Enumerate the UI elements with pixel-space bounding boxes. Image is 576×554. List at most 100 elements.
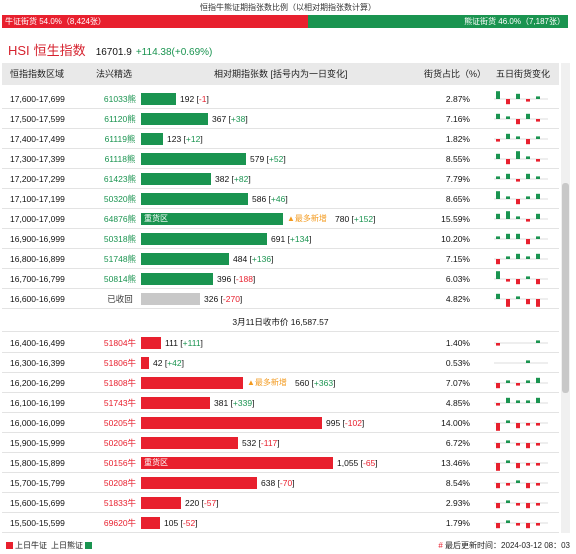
table-row[interactable]: 15,500-15,599 69620牛 105 [-52] 1.79% — [2, 513, 559, 533]
trend-bar — [506, 440, 510, 443]
trend-bar — [536, 483, 540, 486]
trend-bar — [506, 256, 510, 259]
row-contracts: 560 [+363] — [295, 378, 336, 388]
table-row[interactable]: 16,700-16,799 50814熊 396 [-188] 6.03% — [2, 269, 559, 289]
trend-bar — [506, 460, 510, 463]
trend-bar — [496, 259, 500, 265]
row-warrant-link[interactable]: 51806牛 — [103, 358, 137, 368]
trend-bar — [496, 343, 500, 346]
row-warrant-link[interactable]: 50206牛 — [103, 438, 137, 448]
trend-bar — [516, 199, 520, 205]
five-day-trend-chart — [494, 420, 548, 431]
trend-bar — [516, 216, 520, 219]
table-row[interactable]: 16,600-16,699 已收回 326 [-270] 4.82% — [2, 289, 559, 309]
trend-bar — [536, 463, 540, 466]
trend-bar — [516, 279, 520, 285]
table-row[interactable]: 17,100-17,199 50320熊 586 [+46] 8.65% — [2, 189, 559, 209]
row-warrant-link[interactable]: 61119熊 — [104, 134, 136, 144]
trend-bar — [506, 420, 510, 423]
five-day-trend-chart — [494, 500, 548, 509]
table-row[interactable]: 16,800-16,899 51748熊 484 [+136] 7.15% — [2, 249, 559, 269]
contracts-bar — [141, 173, 211, 185]
table-row[interactable]: 16,400-16,499 51804牛 111 [+111] 1.40% — [2, 333, 559, 353]
row-warrant-link[interactable]: 61118熊 — [104, 154, 136, 164]
row-share: 7.15% — [445, 254, 470, 264]
heavy-zone-label: 重货区 — [144, 214, 168, 223]
row-warrant-link[interactable]: 61120熊 — [104, 114, 136, 124]
row-warrant-link[interactable]: 61033熊 — [103, 94, 137, 104]
row-warrant-link[interactable]: 69620牛 — [103, 518, 137, 528]
table-row[interactable]: 16,000-16,099 50205牛 995 [-102] 14.00% — [2, 413, 559, 433]
row-warrant-link[interactable]: 50814熊 — [103, 274, 137, 284]
row-warrant-link[interactable]: 51748熊 — [103, 254, 137, 264]
table-row[interactable]: 17,300-17,399 61118熊 579 [+52] 8.55% — [2, 149, 559, 169]
row-warrant-link[interactable]: 51743牛 — [103, 398, 137, 408]
scrollbar[interactable] — [561, 63, 570, 533]
row-range: 17,000-17,099 — [10, 214, 65, 224]
five-day-trend-chart — [494, 340, 548, 346]
trend-bar — [526, 256, 530, 259]
contracts-bar — [141, 193, 248, 205]
row-range: 16,000-16,099 — [10, 418, 65, 428]
trend-bar — [516, 119, 520, 125]
table-row[interactable]: 15,700-15,799 50208牛 638 [-70] 8.54% — [2, 473, 559, 493]
row-contracts: 192 [-1] — [180, 94, 209, 104]
contracts-bar — [141, 337, 161, 349]
trend-bar — [526, 380, 530, 383]
row-share: 4.85% — [445, 398, 470, 408]
trend-bar — [496, 483, 500, 489]
row-warrant-link[interactable]: 64876熊 — [103, 214, 137, 224]
contracts-bar: 重货区 — [141, 457, 333, 469]
bull-legend-swatch — [6, 542, 13, 549]
table-row[interactable]: 15,600-15,699 51833牛 220 [-57] 2.93% — [2, 493, 559, 513]
row-warrant-link[interactable]: 51808牛 — [103, 378, 137, 388]
trend-bar — [516, 179, 520, 182]
row-warrant-link[interactable]: 50208牛 — [103, 478, 137, 488]
trend-bar — [516, 136, 520, 139]
table-row[interactable]: 17,600-17,699 61033熊 192 [-1] 2.87% — [2, 89, 559, 109]
table-row[interactable]: 15,800-15,899 50156牛 重货区 1,055 [-65] 13.46% — [2, 453, 559, 473]
row-range: 16,400-16,499 — [10, 338, 65, 348]
table-row[interactable]: 16,900-16,999 50318熊 691 [+134] 10.20% — [2, 229, 559, 249]
row-contracts: 995 [-102] — [326, 418, 365, 428]
legend: 上日牛证 上日熊证 — [6, 540, 94, 551]
bull-legend-label: 上日牛证 — [15, 541, 47, 550]
trend-bar — [496, 293, 500, 299]
trend-bar — [516, 383, 520, 386]
row-contracts: 691 [+134] — [271, 234, 312, 244]
scrollbar-thumb[interactable] — [562, 183, 569, 393]
row-share: 10.20% — [441, 234, 470, 244]
table-row[interactable]: 17,500-17,599 61120熊 367 [+38] 7.16% — [2, 109, 559, 129]
table-row[interactable]: 17,200-17,299 61423熊 382 [+82] 7.79% — [2, 169, 559, 189]
trend-bar — [526, 443, 530, 449]
row-range: 16,100-16,199 — [10, 398, 65, 408]
table-row[interactable]: 17,400-17,499 61119熊 123 [+12] 1.82% — [2, 129, 559, 149]
row-warrant-link[interactable]: 51833牛 — [103, 498, 137, 508]
row-warrant-link[interactable]: 50318熊 — [103, 234, 137, 244]
contracts-bar — [141, 93, 176, 105]
table-row[interactable]: 17,000-17,099 64876熊 重货区 ▲最多新增 780 [+152] 15.… — [2, 209, 559, 229]
five-day-trend-chart — [494, 211, 548, 222]
row-share: 6.03% — [445, 274, 470, 284]
row-warrant-link[interactable]: 51804牛 — [103, 338, 137, 348]
trend-bar — [516, 503, 520, 506]
trend-bar — [496, 523, 500, 529]
table-row[interactable]: 16,200-16,299 51808牛 ▲最多新增 560 [+363] 7.07% — [2, 373, 559, 393]
row-range: 16,800-16,899 — [10, 254, 65, 264]
trend-bar — [526, 400, 530, 403]
trend-bar — [506, 520, 510, 523]
trend-bar — [526, 276, 530, 279]
row-warrant-link[interactable]: 50205牛 — [103, 418, 137, 428]
row-warrant-link[interactable]: 61423熊 — [103, 174, 137, 184]
table-row[interactable]: 15,900-15,999 50206牛 532 [-117] 6.72% — [2, 433, 559, 453]
trend-bar — [516, 93, 520, 99]
table-row[interactable]: 16,300-16,399 51806牛 42 [+42] 0.53% — [2, 353, 559, 373]
table-row[interactable]: 16,100-16,199 51743牛 381 [+339] 4.85% — [2, 393, 559, 413]
row-warrant-link[interactable]: 50320熊 — [103, 194, 137, 204]
row-range: 17,400-17,499 — [10, 134, 65, 144]
row-warrant-link[interactable]: 50156牛 — [103, 458, 137, 468]
contracts-bar — [141, 477, 257, 489]
bull-bear-ratio-bar: 牛证街货 54.0%（8,424张） 熊证街货 46.0%（7,187张） — [2, 15, 568, 28]
five-day-trend-chart — [494, 460, 548, 471]
trend-bar — [536, 159, 540, 162]
